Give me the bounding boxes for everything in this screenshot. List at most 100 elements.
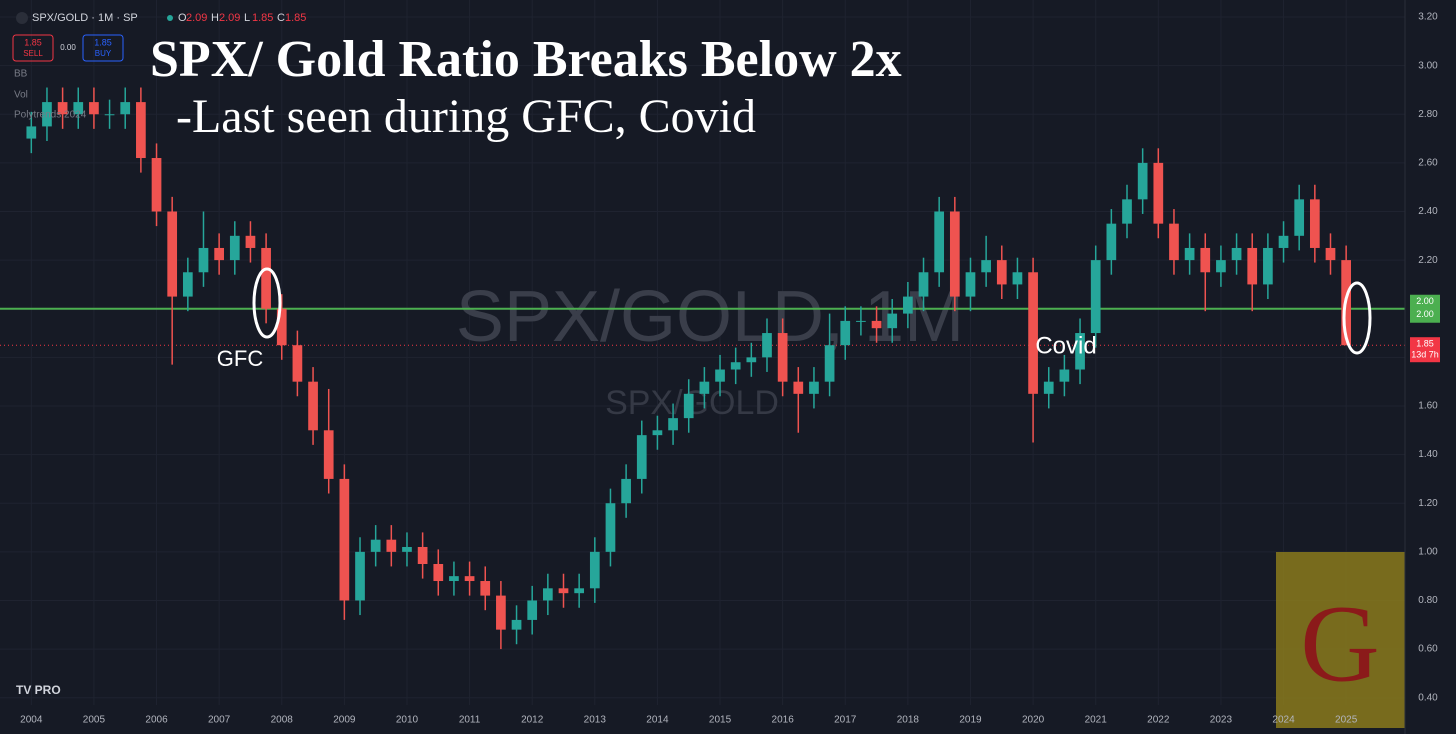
y-tick-label: 1.20 <box>1418 498 1438 509</box>
candle-body <box>730 362 741 370</box>
ohlc-value: 2.09 <box>186 12 207 24</box>
candle-body <box>574 588 585 594</box>
sell-button[interactable] <box>12 34 54 62</box>
candle-body <box>903 296 913 314</box>
symbol-icon <box>16 12 28 24</box>
status-dot <box>167 15 173 21</box>
x-tick-label: 2004 <box>20 715 43 726</box>
annotation: GFC <box>217 346 264 371</box>
candle-body <box>1200 247 1211 273</box>
candle-body <box>198 247 209 273</box>
x-tick-label: 2013 <box>584 715 607 726</box>
candle-body <box>793 381 804 394</box>
candle-body <box>918 272 929 297</box>
indicator[interactable]: BB <box>14 69 28 80</box>
candle-body <box>605 503 616 552</box>
candle-body <box>370 539 381 552</box>
tv-logo: TV PRO <box>16 683 61 697</box>
candle-body <box>715 369 725 382</box>
candle-body <box>167 211 178 297</box>
candle-body <box>464 576 475 582</box>
indicator[interactable]: Polytrends 2024 <box>14 110 87 121</box>
ohlc-label: L <box>244 12 250 24</box>
candle-body <box>26 126 37 139</box>
sell-label[interactable]: SELL <box>23 49 43 58</box>
candle-body <box>824 345 835 382</box>
candle-body <box>1294 199 1305 236</box>
highlight-ellipse <box>1342 281 1372 355</box>
candle-body <box>542 588 553 601</box>
chart-subtitle: -Last seen during GFC, Covid <box>176 90 756 143</box>
candle-body <box>1028 272 1038 394</box>
sell-price[interactable]: 1.85 <box>24 37 42 47</box>
candle-body <box>151 158 162 212</box>
ohlc-label: O <box>178 12 187 24</box>
ohlc-label: H <box>211 12 219 24</box>
ohlc-value: 1.85 <box>285 12 306 24</box>
candle-body <box>809 381 819 394</box>
candle-body <box>136 102 146 159</box>
level-tag <box>1410 294 1440 323</box>
symbol: SPX/GOLD · 1M · SP <box>32 12 138 24</box>
x-tick-label: 2020 <box>1022 715 1045 726</box>
candle-body <box>42 102 52 127</box>
candle-body <box>934 211 945 273</box>
x-tick-label: 2012 <box>521 715 544 726</box>
buy-label[interactable]: BUY <box>95 49 112 58</box>
buy-button[interactable] <box>82 34 124 62</box>
buy-price[interactable]: 1.85 <box>94 37 112 47</box>
y-tick-label: 3.00 <box>1418 60 1438 71</box>
candle-body <box>683 393 694 419</box>
candle-body <box>449 576 459 582</box>
last-price-label: 1.85 <box>1416 339 1434 349</box>
candle-body <box>652 430 663 436</box>
ohlc: O 2.09 H 2.09 L 1.85 C 1.85 <box>178 12 306 24</box>
candle-body <box>1137 162 1148 200</box>
y-tick-label: 1.00 <box>1418 546 1438 557</box>
x-tick-label: 2007 <box>208 715 231 726</box>
candle-body <box>245 235 256 248</box>
candle-body <box>668 418 678 431</box>
x-tick-label: 2025 <box>1335 715 1358 726</box>
candle-body <box>636 435 647 479</box>
candle-body <box>1153 162 1164 224</box>
candle-body <box>214 247 224 261</box>
candle-body <box>73 102 84 115</box>
candle-body <box>323 430 334 479</box>
y-tick-label: 0.40 <box>1418 692 1438 703</box>
y-tick-label: 2.40 <box>1418 206 1438 217</box>
y-tick-label: 1.60 <box>1418 401 1438 412</box>
x-tick-label: 2008 <box>271 715 294 726</box>
axis-bg <box>1405 0 1456 734</box>
countdown: 13d 7h <box>1411 350 1439 360</box>
candle-body <box>496 595 506 630</box>
highlight-ellipse <box>252 267 282 339</box>
candle-body <box>965 272 976 297</box>
candle-body <box>1247 247 1258 285</box>
candle-body <box>1309 199 1320 248</box>
candle-body <box>480 581 491 596</box>
y-tick-label: 0.60 <box>1418 644 1438 655</box>
candle-body <box>1122 199 1132 224</box>
candle-body <box>1090 260 1101 334</box>
candle-body <box>433 564 444 582</box>
watermark: SPX/GOLD, 1M <box>456 277 964 357</box>
candle-body <box>1106 223 1117 261</box>
candle-body <box>386 539 397 552</box>
candle-body <box>292 345 303 382</box>
candle-body <box>1169 223 1179 261</box>
spread: 0.00 <box>60 43 76 52</box>
candle-body <box>981 260 991 273</box>
candle-body <box>1012 272 1023 285</box>
x-tick-label: 2019 <box>959 715 982 726</box>
candle-body <box>1184 247 1195 261</box>
last-price-tag <box>1410 337 1440 363</box>
indicator[interactable]: Vol <box>14 90 28 101</box>
candle-body <box>621 478 631 504</box>
candle-body <box>339 478 350 601</box>
candle-body <box>996 260 1007 285</box>
x-tick-label: 2018 <box>897 715 920 726</box>
